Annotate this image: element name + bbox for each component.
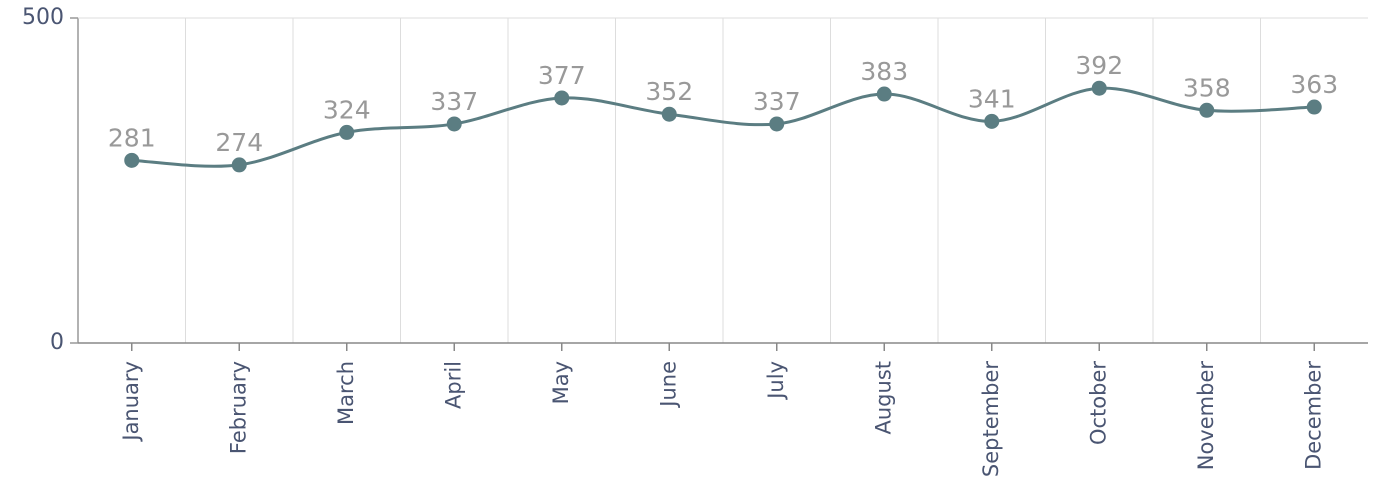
y-tick-label: 0 bbox=[50, 330, 64, 355]
data-label: 337 bbox=[430, 87, 478, 116]
x-tick-label: January bbox=[119, 361, 143, 443]
x-tick-label: September bbox=[979, 361, 1003, 477]
x-tick-label: March bbox=[334, 361, 358, 425]
point bbox=[769, 116, 785, 132]
x-tick-label: October bbox=[1086, 361, 1110, 445]
x-tick-label: April bbox=[441, 361, 465, 409]
data-label: 363 bbox=[1290, 70, 1338, 99]
point bbox=[124, 152, 140, 168]
data-label: 281 bbox=[108, 123, 156, 152]
data-label: 341 bbox=[968, 84, 1016, 113]
point bbox=[876, 86, 892, 102]
point bbox=[1199, 102, 1215, 118]
point bbox=[231, 157, 247, 173]
x-tick-label: July bbox=[764, 361, 788, 401]
y-tick-label: 500 bbox=[22, 5, 64, 30]
data-label: 352 bbox=[645, 77, 693, 106]
point bbox=[1306, 99, 1322, 115]
x-tick-label: May bbox=[549, 361, 573, 404]
point bbox=[554, 90, 570, 106]
x-tick-label: June bbox=[656, 361, 680, 409]
line bbox=[131, 86, 1315, 168]
point bbox=[661, 106, 677, 122]
point bbox=[446, 116, 462, 132]
x-tick-label: December bbox=[1301, 361, 1325, 470]
x-tick-label: August bbox=[871, 361, 895, 435]
data-label: 324 bbox=[323, 95, 371, 124]
data-label: 274 bbox=[215, 128, 263, 157]
point bbox=[1091, 80, 1107, 96]
point bbox=[339, 124, 355, 140]
data-label: 377 bbox=[538, 61, 586, 90]
x-tick-label: November bbox=[1194, 361, 1218, 471]
x-tick-label: February bbox=[226, 361, 250, 454]
data-label: 358 bbox=[1183, 73, 1231, 102]
data-label: 392 bbox=[1075, 51, 1123, 80]
data-label: 337 bbox=[753, 87, 801, 116]
data-label: 383 bbox=[860, 57, 908, 86]
point bbox=[984, 113, 1000, 129]
